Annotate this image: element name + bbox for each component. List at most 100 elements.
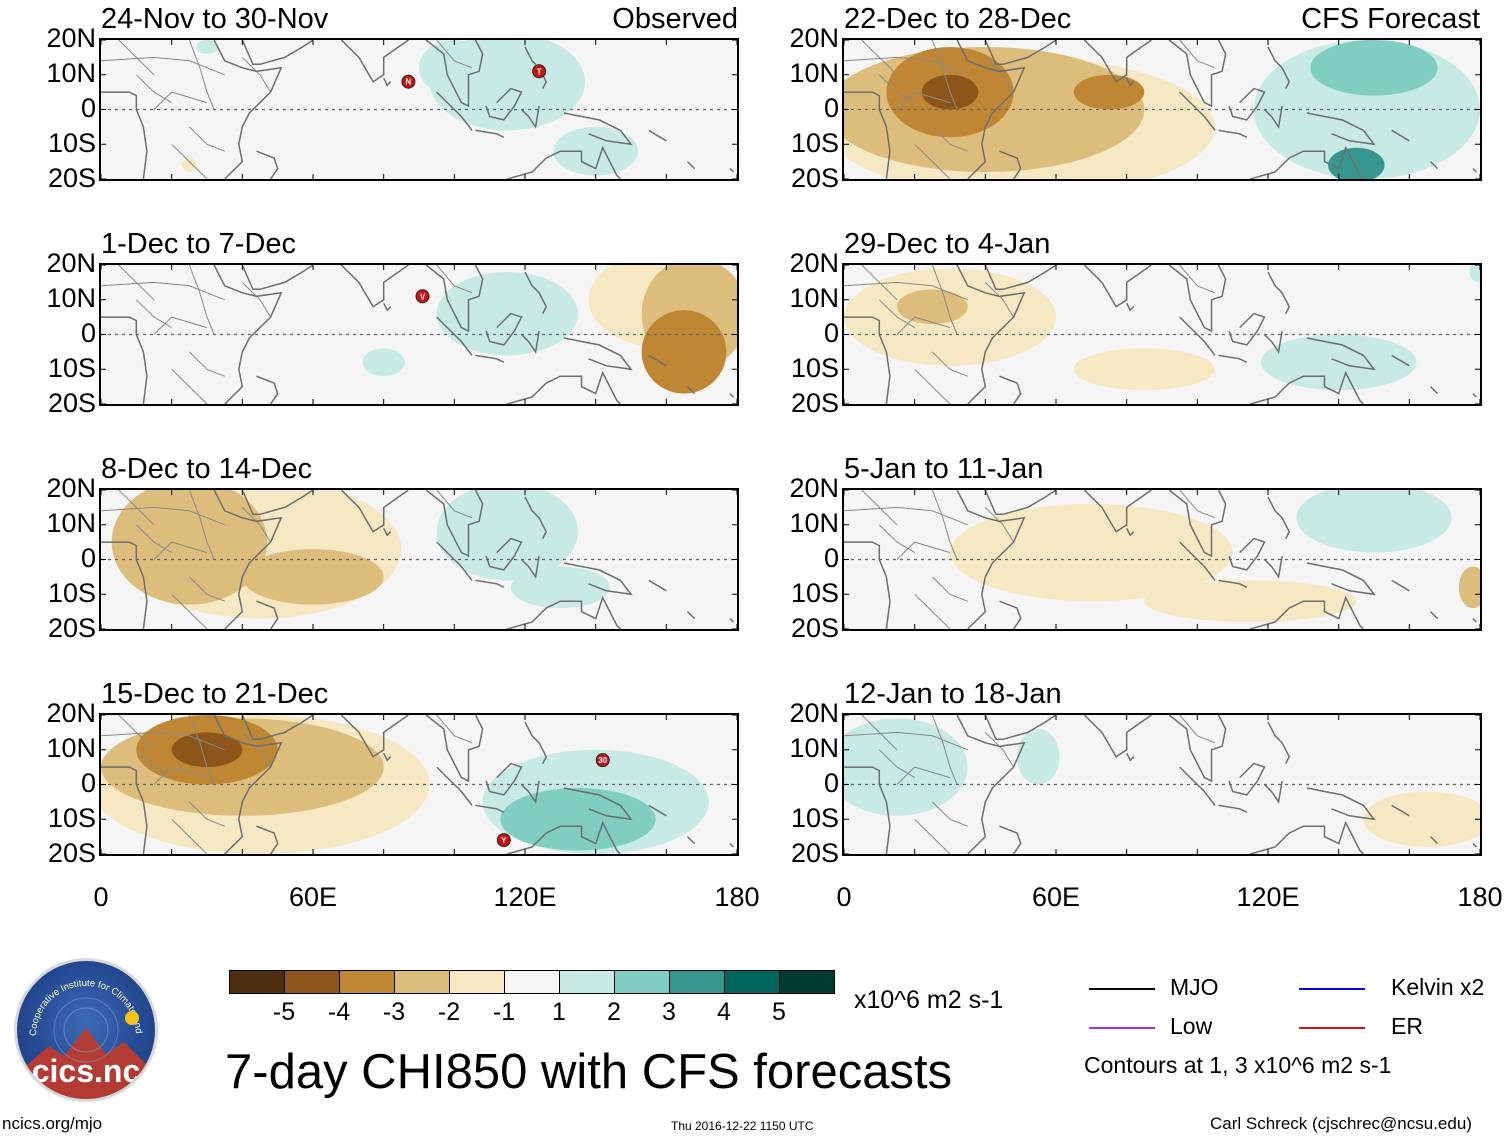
coastline bbox=[1228, 762, 1266, 796]
coastline bbox=[213, 715, 283, 854]
coastline bbox=[956, 715, 1026, 854]
logo-graphic: Cooperative Institute for Climate and Sa… bbox=[17, 961, 148, 1099]
observed-label: Observed bbox=[612, 3, 738, 35]
legend-label-mjo: MJO bbox=[1170, 974, 1219, 1000]
coastline bbox=[1263, 780, 1283, 804]
coastline bbox=[648, 804, 667, 817]
lon-tick-label: 0 bbox=[836, 882, 852, 912]
colorbar-cell bbox=[394, 970, 450, 994]
anomaly-region bbox=[242, 549, 384, 605]
lat-tick-label: 20N bbox=[46, 473, 96, 503]
colorbar-cell bbox=[229, 970, 285, 994]
coastline bbox=[1472, 843, 1478, 848]
country-border bbox=[188, 265, 215, 335]
lat-tick-label: 10S bbox=[47, 803, 96, 833]
panel-map bbox=[844, 40, 1480, 179]
panel-forecast-1 bbox=[842, 38, 1482, 181]
coastline bbox=[383, 752, 392, 762]
coastline bbox=[520, 555, 540, 579]
lat-tick-label: 20S bbox=[47, 388, 96, 418]
website-link[interactable]: ncics.org/mjo bbox=[2, 1114, 103, 1133]
coastline bbox=[1249, 370, 1364, 404]
coastline bbox=[956, 40, 1026, 179]
country-border bbox=[118, 490, 155, 526]
coastline bbox=[1179, 91, 1216, 131]
country-border bbox=[171, 818, 208, 854]
storm-symbol bbox=[595, 753, 610, 768]
storm-symbol bbox=[496, 833, 511, 848]
colorbar-cell bbox=[724, 970, 780, 994]
coastline bbox=[520, 105, 540, 129]
coastline bbox=[686, 386, 696, 395]
lat-tick-label: 10N bbox=[46, 733, 96, 763]
coastline bbox=[956, 265, 1026, 404]
country-border bbox=[171, 368, 208, 404]
coastline bbox=[1249, 820, 1364, 854]
country-border bbox=[844, 506, 968, 526]
coastline bbox=[1083, 490, 1152, 533]
lat-tick-label: 0 bbox=[823, 543, 839, 573]
anomaly-region bbox=[1017, 728, 1060, 785]
coastline bbox=[436, 541, 473, 581]
coastline bbox=[686, 836, 696, 845]
panel-title-obs-3: 15-Dec to 21-Dec bbox=[101, 678, 329, 710]
country-border bbox=[118, 40, 155, 76]
coastline bbox=[475, 804, 505, 813]
country-border bbox=[135, 74, 172, 104]
coastline bbox=[1267, 271, 1291, 314]
country-border bbox=[896, 541, 951, 560]
country-border bbox=[436, 490, 473, 519]
coastline bbox=[436, 766, 473, 806]
coastline bbox=[1168, 265, 1227, 333]
coastline bbox=[1179, 766, 1216, 806]
country-border bbox=[931, 265, 958, 335]
country-border bbox=[153, 766, 208, 785]
author-credit: Carl Schreck (cjschrec@ncsu.edu) bbox=[1210, 1114, 1472, 1133]
coastline bbox=[999, 150, 1022, 179]
coastline bbox=[256, 150, 279, 179]
country-border bbox=[436, 40, 473, 69]
country-border bbox=[896, 316, 951, 335]
lat-tick-label: 10N bbox=[789, 283, 839, 313]
coastline bbox=[1429, 161, 1439, 170]
lat-tick-label: 20N bbox=[789, 698, 839, 728]
coastline bbox=[340, 265, 409, 308]
panel-forecast-4 bbox=[842, 713, 1482, 856]
lat-tick-label: 10S bbox=[790, 578, 839, 608]
country-border bbox=[153, 91, 208, 110]
coastline bbox=[485, 537, 523, 571]
coastline bbox=[524, 496, 548, 539]
anomaly-region bbox=[641, 310, 727, 394]
coastline bbox=[999, 375, 1022, 404]
anomaly-region bbox=[1458, 566, 1480, 609]
anomaly-region bbox=[844, 718, 968, 816]
coastline bbox=[1472, 168, 1478, 173]
country-border bbox=[931, 715, 958, 785]
country-border bbox=[878, 749, 915, 779]
country-border bbox=[101, 731, 225, 751]
coastline bbox=[648, 354, 667, 367]
coastline bbox=[1228, 537, 1266, 571]
coastline bbox=[213, 490, 283, 629]
lon-tick-label: 120E bbox=[1236, 882, 1300, 912]
coastline bbox=[475, 129, 505, 138]
country-border bbox=[844, 56, 968, 76]
colorbar-label: 4 bbox=[717, 998, 731, 1026]
coastline bbox=[506, 820, 621, 854]
country-border bbox=[914, 143, 951, 179]
anomaly-region bbox=[436, 490, 578, 581]
lat-tick-label: 10S bbox=[790, 803, 839, 833]
figure-title: 7-day CHI850 with CFS forecasts bbox=[225, 1045, 953, 1099]
coastline bbox=[520, 330, 540, 354]
country-border bbox=[171, 143, 208, 179]
country-border bbox=[878, 524, 915, 554]
anomaly-region bbox=[500, 787, 656, 851]
storm-symbol bbox=[415, 289, 430, 304]
panel-map: NT bbox=[101, 40, 737, 179]
lon-tick-label: 120E bbox=[493, 882, 557, 912]
coastline bbox=[729, 843, 735, 848]
country-border bbox=[931, 576, 968, 602]
lat-tick-label: 20N bbox=[789, 473, 839, 503]
country-border bbox=[135, 524, 172, 554]
panel-observed-3 bbox=[99, 488, 739, 631]
